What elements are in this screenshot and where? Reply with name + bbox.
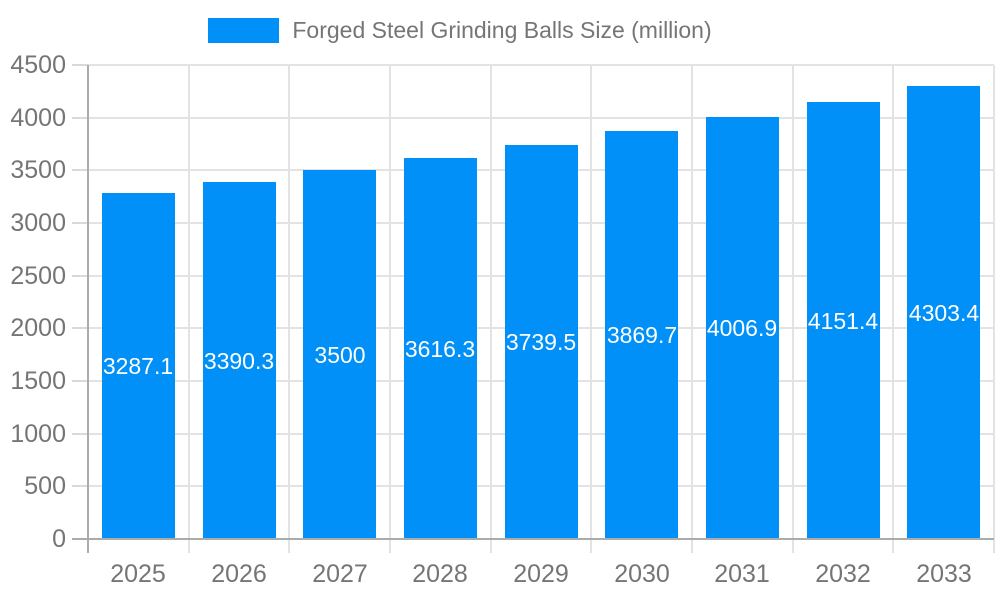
x-tick-label: 2025 <box>110 560 166 588</box>
bar-2032[interactable] <box>807 102 880 539</box>
y-tick-label: 0 <box>52 525 66 553</box>
x-tick-label: 2032 <box>815 560 871 588</box>
y-tick <box>72 64 88 66</box>
x-tick-label: 2030 <box>614 560 670 588</box>
gridline-v <box>490 65 492 553</box>
gridline-v <box>993 65 995 553</box>
x-tick-label: 2028 <box>412 560 468 588</box>
y-tick-label: 4000 <box>10 104 66 132</box>
y-tick <box>72 380 88 382</box>
y-tick <box>72 117 88 119</box>
y-tick-label: 2500 <box>10 262 66 290</box>
gridline-v <box>792 65 794 553</box>
y-tick <box>72 222 88 224</box>
y-tick <box>72 169 88 171</box>
y-tick-label: 3000 <box>10 209 66 237</box>
y-tick <box>72 433 88 435</box>
y-axis-line <box>87 65 89 553</box>
legend-item[interactable]: Forged Steel Grinding Balls Size (millio… <box>0 17 920 44</box>
x-tick-label: 2031 <box>714 560 770 588</box>
gridline-h <box>88 117 994 119</box>
bar-2031[interactable] <box>706 117 779 539</box>
bar-2025[interactable] <box>102 193 175 539</box>
gridline-v <box>892 65 894 553</box>
x-tick-label: 2027 <box>312 560 368 588</box>
y-tick-label: 3500 <box>10 156 66 184</box>
x-tick-label: 2029 <box>513 560 569 588</box>
x-axis-line <box>72 538 994 540</box>
y-tick-label: 1000 <box>10 420 66 448</box>
y-tick-label: 2000 <box>10 314 66 342</box>
y-tick <box>72 485 88 487</box>
bar-2028[interactable] <box>404 158 477 539</box>
y-tick <box>72 327 88 329</box>
gridline-v <box>691 65 693 553</box>
gridline-v <box>188 65 190 553</box>
gridline-h <box>88 64 994 66</box>
gridline-v <box>590 65 592 553</box>
gridline-v <box>389 65 391 553</box>
legend-swatch <box>208 18 280 43</box>
x-tick-label: 2033 <box>916 560 972 588</box>
y-tick-label: 500 <box>24 472 66 500</box>
y-tick-label: 4500 <box>10 51 66 79</box>
bar-2026[interactable] <box>203 182 276 539</box>
y-tick <box>72 275 88 277</box>
bar-2029[interactable] <box>505 145 578 539</box>
gridline-v <box>288 65 290 553</box>
y-tick-label: 1500 <box>10 367 66 395</box>
x-tick-label: 2026 <box>211 560 267 588</box>
bar-2027[interactable] <box>303 170 376 539</box>
bar-2030[interactable] <box>605 131 678 539</box>
legend-label: Forged Steel Grinding Balls Size (millio… <box>292 17 712 43</box>
bar-2033[interactable] <box>907 86 980 539</box>
